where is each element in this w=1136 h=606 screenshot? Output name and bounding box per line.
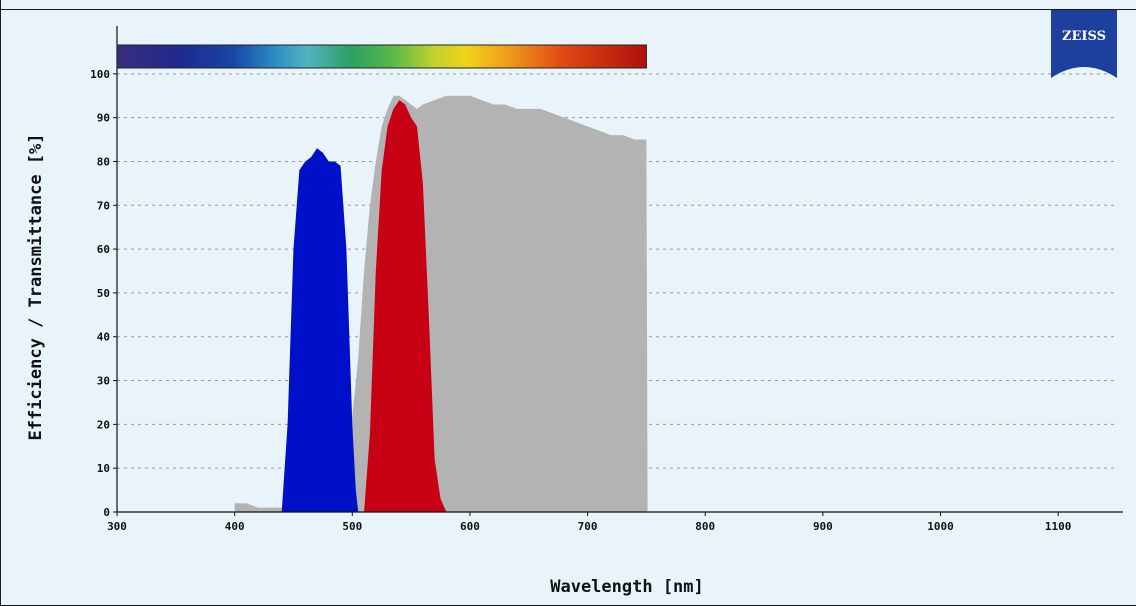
x-tick-label-500: 500: [342, 520, 362, 533]
x-tick-label-400: 400: [225, 520, 245, 533]
axes: [113, 26, 1123, 516]
zeiss-logo-text: ZEISS: [1062, 29, 1106, 44]
y-tick-label-0: 0: [103, 506, 110, 519]
x-tick-label-300: 300: [107, 520, 127, 533]
x-tick-label-800: 800: [695, 520, 715, 533]
x-axis-title: Wavelength [nm]: [550, 577, 704, 597]
series-area-2: [364, 100, 447, 512]
y-tick-label-60: 60: [97, 243, 110, 256]
zeiss-logo: ZEISS: [1051, 10, 1117, 78]
y-tick-label-20: 20: [97, 418, 110, 431]
x-tick-label-700: 700: [578, 520, 598, 533]
spectrum-color-bar: [116, 44, 647, 69]
y-tick-label-10: 10: [97, 462, 110, 475]
x-tick-label-1100: 1100: [1045, 520, 1072, 533]
x-tick-label-900: 900: [813, 520, 833, 533]
y-tick-label-100: 100: [90, 68, 110, 81]
y-tick-label-50: 50: [97, 287, 110, 300]
y-tick-label-30: 30: [97, 375, 110, 388]
series-area-1: [281, 148, 359, 513]
y-tick-label-90: 90: [97, 112, 110, 125]
y-axis-title: Efficiency / Transmittance [%]: [26, 133, 46, 440]
y-tick-label-80: 80: [97, 155, 110, 168]
series-area-0: [234, 95, 648, 513]
series-layer: [234, 95, 648, 513]
zeiss-logo-badge: [1051, 10, 1117, 78]
tick-labels: 0 10 20 30 40 50 60 70 80 90 100 300 400 500 600 700 800…: [90, 68, 1071, 533]
frame-top-border: [1, 9, 1136, 10]
x-tick-label-1000: 1000: [927, 520, 954, 533]
y-tick-label-70: 70: [97, 199, 110, 212]
x-tick-label-600: 600: [460, 520, 480, 533]
y-tick-label-40: 40: [97, 331, 110, 344]
